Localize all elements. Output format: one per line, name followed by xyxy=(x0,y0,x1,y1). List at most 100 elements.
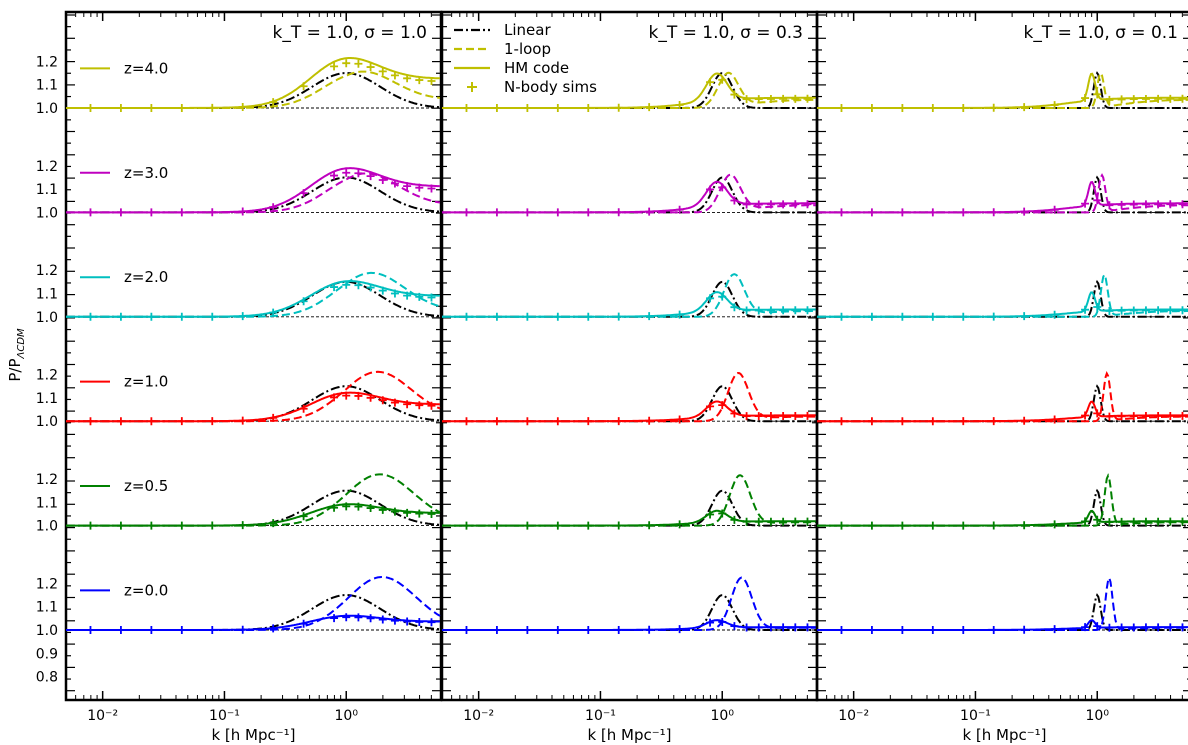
nbody-point xyxy=(584,312,593,321)
nbody-point xyxy=(837,104,846,112)
nbody-point xyxy=(378,286,387,295)
nbody-point xyxy=(116,626,125,634)
nbody-point xyxy=(238,416,247,425)
nbody-point xyxy=(730,515,739,524)
nbody-point xyxy=(1105,412,1114,421)
nbody-point xyxy=(959,103,968,112)
nbody-point xyxy=(390,398,399,407)
nbody-point xyxy=(415,618,424,627)
linear-series xyxy=(66,385,440,423)
nbody-point xyxy=(730,622,739,631)
nbody-point xyxy=(742,517,751,526)
y-tick-label: 1.2 xyxy=(36,472,58,488)
nbody-point xyxy=(675,101,684,110)
one-loop-series xyxy=(442,71,816,109)
nbody-point xyxy=(837,312,846,321)
nbody-point xyxy=(342,168,351,177)
one-loop-series xyxy=(66,473,441,527)
nbody-point xyxy=(989,103,998,112)
nbody-point xyxy=(989,625,998,634)
y-tick-label: 1.2 xyxy=(36,54,58,70)
nbody-point xyxy=(366,393,375,402)
nbody-point xyxy=(208,312,217,321)
y-tick-label: 0.9 xyxy=(36,646,58,662)
nbody-point xyxy=(427,401,436,410)
hm-code-series xyxy=(66,280,440,318)
nbody-point xyxy=(553,312,562,321)
nbody-point xyxy=(1081,305,1090,314)
nbody-point xyxy=(462,104,471,112)
nbody-point xyxy=(989,312,998,321)
nbody-point xyxy=(1093,303,1102,312)
nbody-point xyxy=(462,417,471,426)
nbody-point xyxy=(898,208,907,217)
nbody-point xyxy=(269,413,278,422)
redshift-label: z=0.5 xyxy=(124,477,168,495)
redshift-label: z=2.0 xyxy=(124,268,168,286)
nbody-point xyxy=(706,510,715,519)
nbody-point xyxy=(675,625,684,634)
nbody-point xyxy=(928,521,937,530)
y-tick-label: 1.1 xyxy=(36,495,58,511)
linear-series xyxy=(66,176,440,214)
linear-series xyxy=(817,384,1188,423)
nbody-point xyxy=(86,312,95,321)
nbody-point xyxy=(553,521,562,530)
nbody-point xyxy=(928,417,937,426)
nbody-point xyxy=(462,521,471,530)
nbody-point xyxy=(645,312,654,321)
nbody-point xyxy=(754,517,763,526)
nbody-point xyxy=(342,502,351,511)
nbody-point xyxy=(390,289,399,298)
nbody-point xyxy=(1129,306,1138,315)
nbody-point xyxy=(837,626,846,634)
nbody-point xyxy=(1117,306,1126,315)
nbody-point xyxy=(492,521,501,530)
nbody-point xyxy=(1166,200,1175,209)
nbody-point xyxy=(299,404,308,413)
nbody-point xyxy=(898,312,907,321)
nbody-point xyxy=(116,103,125,112)
nbody-point xyxy=(86,521,95,530)
nbody-point xyxy=(378,175,387,184)
nbody-point xyxy=(208,208,217,217)
nbody-point xyxy=(645,416,654,425)
nbody-point xyxy=(898,417,907,426)
hm-code-series xyxy=(66,503,440,527)
nbody-point xyxy=(1129,200,1138,209)
nbody-point xyxy=(898,521,907,530)
nbody-point xyxy=(378,396,387,405)
nbody-point xyxy=(959,521,968,530)
one-loop-series xyxy=(817,575,1188,631)
one-loop-series xyxy=(442,173,816,214)
nbody-point xyxy=(898,103,907,112)
nbody-point xyxy=(742,95,751,104)
nbody-point xyxy=(645,521,654,530)
nbody-point xyxy=(1129,623,1138,632)
nbody-point xyxy=(1178,94,1187,103)
nbody-point xyxy=(1129,517,1138,526)
nbody-point xyxy=(867,521,876,530)
nbody-point xyxy=(208,625,217,634)
nbody-point xyxy=(1141,412,1150,421)
nbody-point xyxy=(177,208,186,217)
nbody-point xyxy=(1020,207,1029,216)
nbody-point xyxy=(403,291,412,300)
hm-code-series xyxy=(442,400,816,423)
nbody-point xyxy=(523,625,532,634)
y-tick-label: 1.0 xyxy=(36,414,58,430)
nbody-point xyxy=(959,208,968,217)
nbody-point xyxy=(1141,623,1150,632)
hm-code-series xyxy=(442,619,816,631)
nbody-point xyxy=(779,94,788,103)
x-tick-label: 10⁻¹ xyxy=(209,708,240,724)
legend-label: Linear xyxy=(504,21,551,39)
nbody-point xyxy=(754,623,763,632)
nbody-point xyxy=(1117,200,1126,209)
hm-code-series xyxy=(817,509,1188,527)
y-tick-label: 1.1 xyxy=(36,78,58,94)
nbody-point xyxy=(1020,312,1029,321)
nbody-point xyxy=(415,401,424,410)
nbody-point xyxy=(523,208,532,217)
